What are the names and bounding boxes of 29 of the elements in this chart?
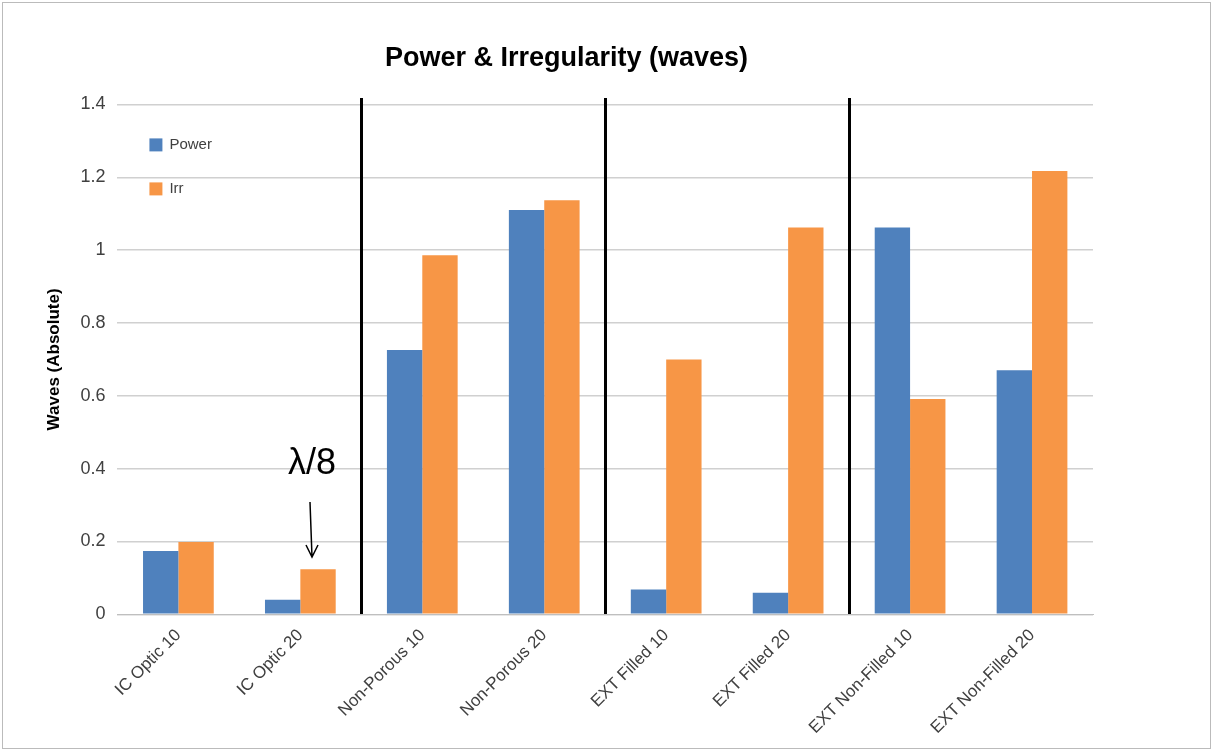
legend-label: Power <box>169 134 212 152</box>
y-tick-label: 0.2 <box>80 530 106 551</box>
chart-title: Power & Irregularity (waves) <box>384 41 749 72</box>
annotation: λ/8 <box>288 441 337 483</box>
bar <box>788 227 824 614</box>
y-tick-label: 1 <box>95 239 106 260</box>
bar <box>508 210 545 614</box>
y-tick-label: 0.6 <box>80 384 106 405</box>
bar <box>422 255 458 614</box>
y-axis-title: Waves (Absolute) <box>43 288 63 431</box>
bar <box>1032 171 1068 614</box>
legend-label: Irr <box>169 178 184 196</box>
bar <box>544 200 580 614</box>
bar <box>386 349 423 614</box>
bar <box>300 569 336 614</box>
bar <box>752 592 789 614</box>
bar <box>666 359 702 614</box>
y-tick-label: 0 <box>95 603 106 624</box>
bar <box>874 227 911 614</box>
bar <box>143 550 179 614</box>
y-tick-label: 0.4 <box>80 457 106 478</box>
bar <box>630 589 667 614</box>
y-tick-label: 0.8 <box>80 311 106 332</box>
bar <box>178 541 214 614</box>
bar <box>264 599 301 614</box>
y-tick-label: 1.4 <box>80 93 106 114</box>
y-tick-label: 1.2 <box>80 166 106 187</box>
bar <box>996 370 1033 614</box>
bar <box>910 399 946 614</box>
